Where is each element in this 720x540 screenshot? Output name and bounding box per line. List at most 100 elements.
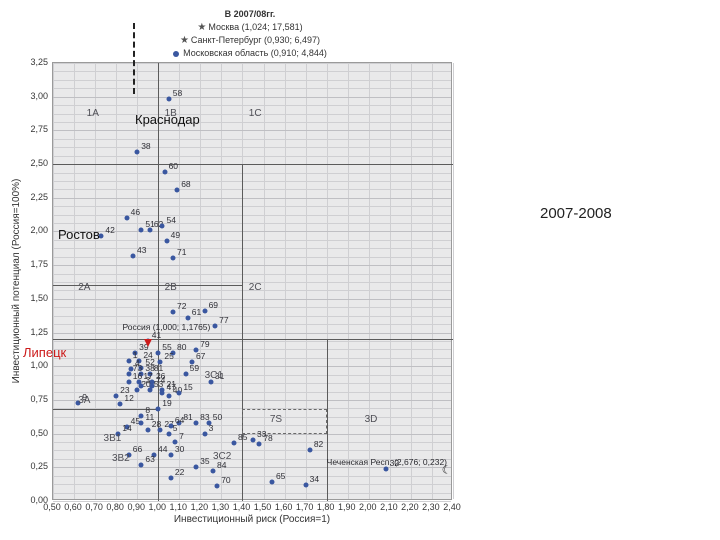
inline-note: Россия (1,000; 1,1765)	[122, 322, 210, 332]
data-point-label: 84	[217, 460, 226, 470]
data-point-label: 43	[137, 245, 146, 255]
moon-icon: ☾	[442, 464, 452, 477]
x-tick: 2,20	[401, 502, 419, 512]
data-point	[160, 224, 165, 229]
x-tick: 0,70	[85, 502, 103, 512]
x-tick: 1,60	[275, 502, 293, 512]
legend-title: В 2007/08гг.	[225, 9, 276, 19]
x-tick: 0,90	[127, 502, 145, 512]
data-point-label: 81	[183, 412, 192, 422]
data-point	[269, 480, 274, 485]
zone-label: 3D	[365, 414, 378, 425]
data-point	[171, 256, 176, 261]
data-point-label: 15	[183, 382, 192, 392]
x-tick: 0,60	[64, 502, 82, 512]
data-point-label: 80	[177, 342, 186, 352]
callout-label: Ростов	[58, 227, 100, 242]
data-point-label: 72	[177, 301, 186, 311]
data-point-label: 59	[190, 363, 199, 373]
data-point	[139, 420, 144, 425]
x-tick: 1,80	[317, 502, 335, 512]
data-point	[135, 149, 140, 154]
y-tick: 1,25	[30, 327, 48, 337]
data-point-label: 46	[131, 207, 140, 217]
x-tick: 1,90	[338, 502, 356, 512]
zone-label: 3C1	[205, 370, 223, 381]
data-point	[232, 441, 237, 446]
x-tick: 1,00	[148, 502, 166, 512]
data-point	[147, 228, 152, 233]
x-tick: 1,50	[254, 502, 272, 512]
data-point	[124, 215, 129, 220]
data-point	[156, 407, 161, 412]
data-point-label: 42	[105, 225, 114, 235]
x-tick: 1,40	[233, 502, 251, 512]
data-point-label: 63	[145, 454, 154, 464]
y-tick: 3,25	[30, 57, 48, 67]
data-point-label: 60	[169, 161, 178, 171]
data-point	[114, 393, 119, 398]
data-point	[168, 476, 173, 481]
data-point	[173, 439, 178, 444]
callout-label: Краснодар	[135, 112, 200, 127]
y-tick: 0,75	[30, 394, 48, 404]
data-point	[215, 484, 220, 489]
data-point-label: 35	[200, 456, 209, 466]
legend-row-2: Московская область (0,910; 4,844)	[183, 48, 327, 58]
data-point	[149, 384, 154, 389]
zone-label: 1A	[87, 108, 99, 119]
data-point	[257, 442, 262, 447]
data-point	[185, 315, 190, 320]
data-point-label: 5	[173, 423, 178, 433]
x-tick: 0,80	[106, 502, 124, 512]
legend-row-0: Москва (1,024; 17,581)	[208, 22, 302, 32]
y-tick: 1,75	[30, 259, 48, 269]
data-point-label: 22	[175, 467, 184, 477]
data-point-label: 49	[171, 230, 180, 240]
data-point-label: 14	[122, 423, 131, 433]
zone-label: 7S	[270, 414, 282, 425]
data-point	[202, 431, 207, 436]
x-tick: 2,30	[422, 502, 440, 512]
data-point-label: 66	[133, 444, 142, 454]
data-point-label: 3	[209, 423, 214, 433]
data-point-label: 19	[162, 398, 171, 408]
data-point-label: 54	[166, 215, 175, 225]
zone-label: 2C	[249, 282, 262, 293]
data-point	[160, 391, 165, 396]
x-tick: 2,40	[443, 502, 461, 512]
zone-label: 2B	[165, 282, 177, 293]
data-point	[213, 323, 218, 328]
side-year-label: 2007-2008	[540, 205, 612, 222]
y-tick: 3,00	[30, 91, 48, 101]
x-axis-title: Инвестиционный риск (Россия=1)	[174, 514, 330, 525]
data-point-label: 77	[219, 315, 228, 325]
data-point-label: 50	[213, 412, 222, 422]
data-point-label: 78	[263, 433, 272, 443]
data-point-label: 34	[310, 474, 319, 484]
data-point	[145, 427, 150, 432]
data-point-label: 69	[209, 300, 218, 310]
x-tick: 1,10	[170, 502, 188, 512]
data-point	[303, 482, 308, 487]
data-point	[171, 310, 176, 315]
inline-note: Чеченская Респ. (2,676; 0,232)	[327, 457, 447, 467]
zone-label: 3B2	[112, 453, 130, 464]
y-tick: 2,75	[30, 124, 48, 134]
x-tick: 2,00	[359, 502, 377, 512]
data-point	[202, 308, 207, 313]
data-point	[162, 170, 167, 175]
y-tick: 1,50	[30, 293, 48, 303]
data-point-label: 79	[200, 339, 209, 349]
data-point-label: 67	[196, 351, 205, 361]
data-point-label: 74	[156, 375, 165, 385]
y-tick: 0,25	[30, 461, 48, 471]
data-point	[211, 469, 216, 474]
zone-label: 3A	[78, 395, 90, 406]
data-point	[177, 391, 182, 396]
y-tick: 2,00	[30, 225, 48, 235]
data-point-label: 82	[314, 439, 323, 449]
y-axis-title: Инвестиционный потенциал (Россия=100%)	[11, 179, 22, 384]
y-tick: 1,00	[30, 360, 48, 370]
data-point	[135, 388, 140, 393]
